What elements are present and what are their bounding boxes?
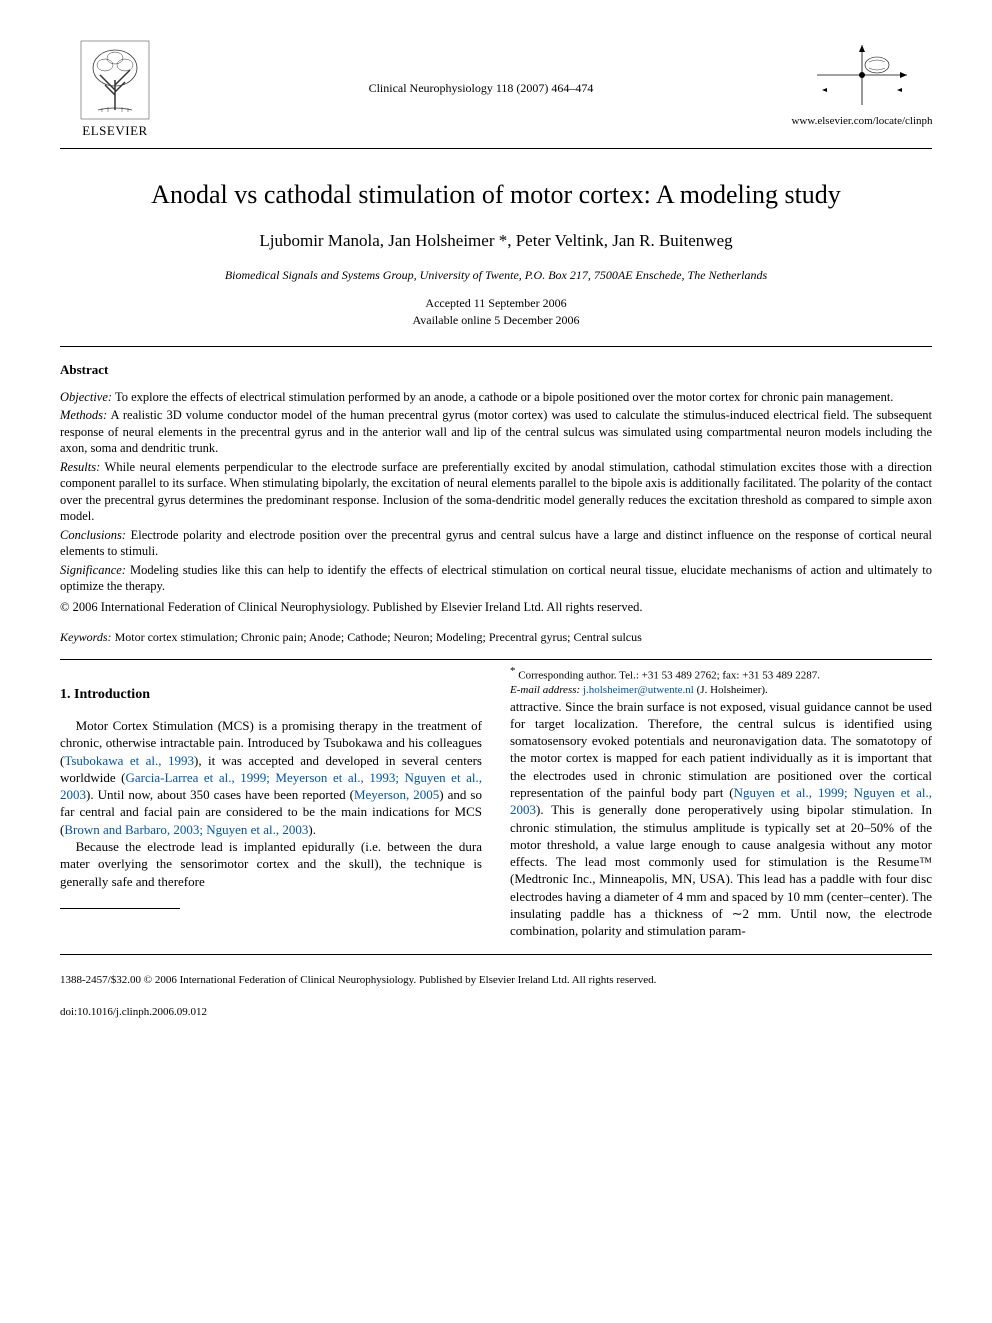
keywords-text: Motor cortex stimulation; Chronic pain; … — [112, 630, 642, 644]
abstract-heading: Abstract — [60, 361, 932, 379]
rule-abstract-bottom — [60, 659, 932, 660]
intro-p1: Motor Cortex Stimulation (MCS) is a prom… — [60, 717, 482, 838]
footnote-corr: Corresponding author. Tel.: +31 53 489 2… — [518, 670, 820, 682]
abstract-objective: Objective: To explore the effects of ele… — [60, 389, 932, 406]
keywords-label: Keywords: — [60, 630, 112, 644]
citation-link[interactable]: Brown and Barbaro, 2003; Nguyen et al., … — [64, 822, 308, 837]
article-dates: Accepted 11 September 2006 Available onl… — [60, 295, 932, 328]
methods-label: Methods: — [60, 408, 107, 422]
intro-p3: attractive. Since the brain surface is n… — [510, 698, 932, 940]
section-1-heading: 1. Introduction — [60, 686, 482, 705]
online-date: Available online 5 December 2006 — [60, 312, 932, 328]
results-label: Results: — [60, 460, 100, 474]
publisher-block: ELSEVIER — [60, 40, 170, 140]
footnote-email-link[interactable]: j.holsheimer@utwente.nl — [580, 684, 694, 696]
elsevier-tree-icon — [80, 40, 150, 120]
corresponding-author-footnote: * Corresponding author. Tel.: +31 53 489… — [510, 664, 932, 697]
accepted-date: Accepted 11 September 2006 — [60, 295, 932, 311]
objective-text: To explore the effects of electrical sti… — [112, 390, 893, 404]
footnote-separator — [60, 908, 180, 909]
header-row: ELSEVIER Clinical Neurophysiology 118 (2… — [60, 40, 932, 140]
abstract-significance: Significance: Modeling studies like this… — [60, 562, 932, 595]
significance-text: Modeling studies like this can help to i… — [60, 563, 932, 594]
journal-logo-block: www.elsevier.com/locate/clinph — [792, 40, 932, 129]
conclusions-text: Electrode polarity and electrode positio… — [60, 528, 932, 559]
abstract-results: Results: While neural elements perpendic… — [60, 459, 932, 525]
journal-url: www.elsevier.com/locate/clinph — [791, 114, 932, 129]
citation-link[interactable]: Meyerson, 2005 — [354, 787, 439, 802]
rule-abstract-top — [60, 346, 932, 347]
footer-copyright: 1388-2457/$32.00 © 2006 International Fe… — [60, 973, 932, 988]
article-title: Anodal vs cathodal stimulation of motor … — [60, 177, 932, 212]
body-columns: 1. Introduction Motor Cortex Stimulation… — [60, 664, 932, 939]
citation-link[interactable]: Tsubokawa et al., 1993 — [64, 753, 194, 768]
significance-label: Significance: — [60, 563, 126, 577]
affiliation: Biomedical Signals and Systems Group, Un… — [60, 267, 932, 283]
keywords-line: Keywords: Motor cortex stimulation; Chro… — [60, 629, 932, 645]
objective-label: Objective: — [60, 390, 112, 404]
abstract-conclusions: Conclusions: Electrode polarity and elec… — [60, 527, 932, 560]
footnote-email-suffix: (J. Holsheimer). — [694, 684, 768, 696]
intro-p2: Because the electrode lead is implanted … — [60, 838, 482, 890]
results-text: While neural elements perpendicular to t… — [60, 460, 932, 524]
abstract-copyright: © 2006 International Federation of Clini… — [60, 599, 932, 616]
footnote-email-label: E-mail address: — [510, 684, 580, 696]
footer-doi: doi:10.1016/j.clinph.2006.09.012 — [60, 1005, 932, 1020]
conclusions-label: Conclusions: — [60, 528, 126, 542]
rule-top — [60, 148, 932, 149]
journal-ref: Clinical Neurophysiology 118 (2007) 464–… — [170, 40, 792, 96]
abstract-methods: Methods: A realistic 3D volume conductor… — [60, 407, 932, 457]
rule-footer — [60, 954, 932, 955]
publisher-name: ELSEVIER — [82, 122, 147, 140]
journal-compass-icon — [807, 40, 917, 110]
authors-line: Ljubomir Manola, Jan Holsheimer *, Peter… — [60, 230, 932, 253]
methods-text: A realistic 3D volume conductor model of… — [60, 408, 932, 455]
star-icon: * — [510, 665, 516, 677]
abstract-body: Objective: To explore the effects of ele… — [60, 389, 932, 616]
